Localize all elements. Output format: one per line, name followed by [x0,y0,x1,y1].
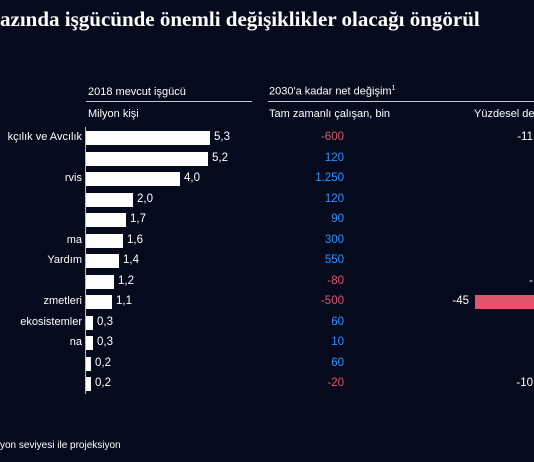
chart-row: zmetleri 1,1 -500 -45 [0,292,534,312]
workforce-value: 4,0 [184,172,200,184]
chart-title: azında işgücünde önemli değişiklikler ol… [0,7,480,31]
net-change-label: 2030'a kadar net değişim [269,85,392,98]
workforce-value: 0,2 [95,356,111,369]
net-change-value: 300 [324,233,344,246]
workforce-bar [86,336,93,350]
net-change-value: 90 [331,213,344,225]
workforce-header-rule [86,101,252,102]
workforce-bar [86,295,112,309]
net-change-value: 60 [331,356,344,369]
chart-row: ma 1,6 300 [0,231,534,251]
net-change-header-rule [268,101,534,102]
sector-label: zmetleri [43,295,82,307]
workforce-bar [86,233,123,248]
chart-row: 0,2 -20 -10 [0,374,534,394]
sector-label: ma [66,233,82,246]
chart-row: 1,2 -80 - [0,272,534,292]
workforce-value: 5,3 [214,131,230,143]
net-change-value: 10 [331,336,344,348]
pct-change-value: -11 [517,131,533,143]
workforce-value: 1,2 [118,274,134,287]
workforce-bar [86,192,133,207]
workforce-bar [86,172,180,186]
workforce-bar [86,356,91,371]
pct-change-value: -45 [452,295,469,307]
chart-row: ekosistemler 0,3 60 [0,313,534,333]
workforce-value: 1,4 [123,254,139,266]
net-change-value: -80 [327,274,344,287]
workforce-bar [86,377,91,391]
net-change-value: 120 [324,151,344,164]
chart-row: 2,0 120 [0,190,534,210]
sector-label: rvis [64,172,82,184]
chart-row: 1,7 90 [0,210,534,230]
workforce-unit: Milyon kişi [88,108,139,120]
fte-header: Tam zamanlı çalışan, bin [269,108,391,120]
workforce-bar [86,131,210,145]
net-change-footnote-mark: 1 [391,85,396,92]
sector-label: ekosistemler [20,315,82,328]
workforce-bar [86,151,208,166]
pct-change-bar [475,295,534,309]
chart-row: 0,2 60 [0,354,534,374]
net-change-value: 550 [324,254,344,266]
workforce-axis [85,127,86,394]
workforce-header: 2018 mevcut işgücü [88,86,186,98]
workforce-value: 0,3 [97,315,113,328]
chart-row: 5,2 120 [0,149,534,169]
workforce-bar [86,315,93,330]
sector-label: Yardım [47,254,82,266]
workforce-bar [86,213,126,227]
pct-header: Yüzdesel de [474,108,534,120]
net-change-value: 1.250 [315,172,344,184]
net-change-value: -500 [320,295,344,307]
sector-label: kçılık ve Avcılık [7,131,82,143]
pct-change-value: -10 [516,377,533,389]
workforce-bar [86,254,119,268]
net-change-value: 120 [324,192,344,205]
workforce-value: 1,1 [116,295,132,307]
chart-row: na 0,3 10 [0,333,534,353]
net-change-value: -600 [320,131,344,143]
chart-row: Yardım 1,4 550 [0,251,534,271]
workforce-value: 2,0 [137,192,153,205]
workforce-value: 1,6 [127,233,143,246]
net-change-value: -20 [327,377,344,389]
workforce-value: 1,7 [130,213,146,225]
net-change-header: 2030'a kadar net değişim1 [269,85,395,98]
chart-row: kçılık ve Avcılık 5,3 -600 -11 [0,128,534,148]
chart-row: rvis 4,0 1.250 [0,169,534,189]
sector-label: na [69,336,82,348]
pct-change-value: - [529,274,533,287]
footnote: yon seviyesi ile projeksiyon [0,440,121,451]
workforce-bar [86,274,114,289]
workforce-value: 5,2 [212,151,228,164]
workforce-value: 0,3 [97,336,113,348]
workforce-value: 0,2 [95,377,111,389]
net-change-value: 60 [331,315,344,328]
